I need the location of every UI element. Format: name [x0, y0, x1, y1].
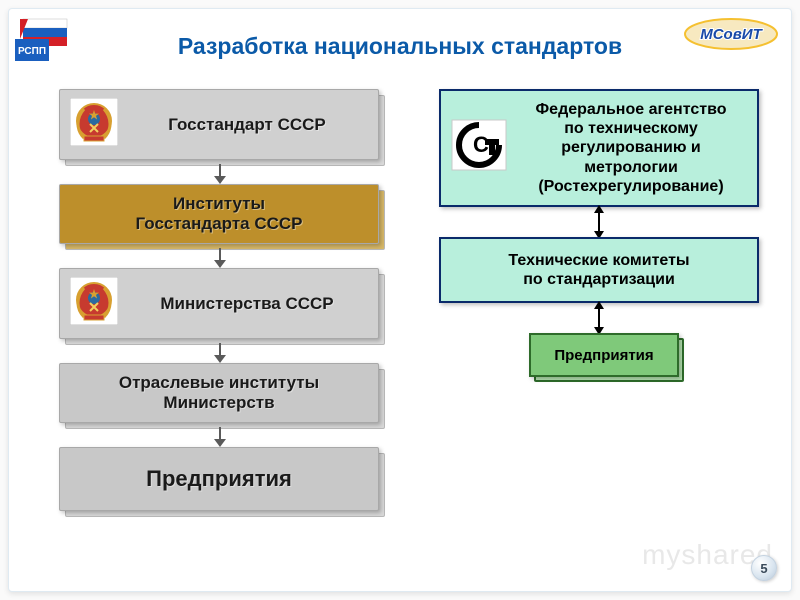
- page-number-badge: 5: [751, 555, 777, 581]
- right-box-committees: Технические комитетыпо стандартизации: [439, 237, 759, 303]
- left-box-label: Министерства СССР: [126, 294, 368, 314]
- left-box-branch_inst: Отраслевые институтыМинистерств: [59, 363, 379, 423]
- left-box-gosstandart: Госстандарт СССР: [59, 89, 379, 160]
- left-box-institutes: ИнститутыГосстандарта СССР: [59, 184, 379, 244]
- slide-title: Разработка национальных стандартов: [9, 33, 791, 60]
- left-column: Госстандарт СССР ИнститутыГосстандарта СС…: [59, 89, 399, 535]
- right-column: С Федеральное агентствопо техническомуре…: [439, 89, 759, 377]
- right-box-label: Технические комитетыпо стандартизации: [451, 251, 747, 289]
- right-box-label: Федеральное агентствопо техническомурегу…: [515, 100, 747, 196]
- left-box-label: Предприятия: [70, 466, 368, 491]
- left-box-ministries: Министерства СССР: [59, 268, 379, 339]
- left-box-label: Госстандарт СССР: [126, 115, 368, 135]
- right-box-enterprises: Предприятия: [529, 333, 679, 377]
- slide-frame: РСПП МСовИТ Разработка национальных стан…: [8, 8, 792, 592]
- double-arrow-icon: [598, 211, 600, 233]
- right-box-agency: С Федеральное агентствопо техническомуре…: [439, 89, 759, 207]
- rostekh-logo-icon: С: [451, 119, 507, 176]
- ussr-emblem-icon: [70, 98, 118, 151]
- left-box-label: ИнститутыГосстандарта СССР: [70, 194, 368, 233]
- ussr-emblem-icon: [70, 277, 118, 330]
- left-box-enterprises: Предприятия: [59, 447, 379, 511]
- right-box-label: Предприятия: [554, 347, 653, 364]
- left-box-label: Отраслевые институтыМинистерств: [70, 373, 368, 412]
- double-arrow-icon: [598, 307, 600, 329]
